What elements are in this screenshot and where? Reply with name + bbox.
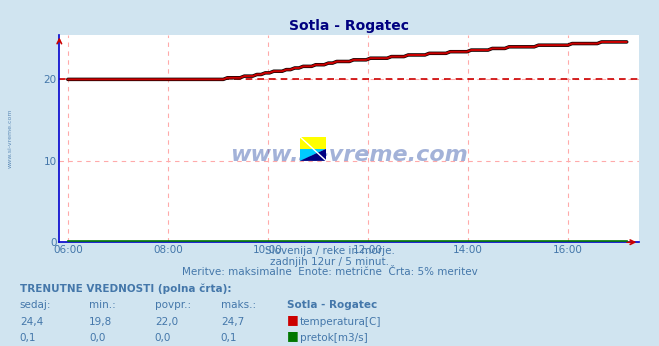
Text: 0,0: 0,0 bbox=[89, 333, 105, 343]
Text: sedaj:: sedaj: bbox=[20, 300, 51, 310]
Text: ■: ■ bbox=[287, 313, 299, 327]
Text: 24,4: 24,4 bbox=[20, 317, 43, 327]
Title: Sotla - Rogatec: Sotla - Rogatec bbox=[289, 19, 409, 34]
Text: ■: ■ bbox=[287, 329, 299, 342]
Text: 24,7: 24,7 bbox=[221, 317, 244, 327]
Text: TRENUTNE VREDNOSTI (polna črta):: TRENUTNE VREDNOSTI (polna črta): bbox=[20, 284, 231, 294]
Text: 0,0: 0,0 bbox=[155, 333, 171, 343]
Text: 0,1: 0,1 bbox=[20, 333, 36, 343]
Text: Slovenija / reke in morje.: Slovenija / reke in morje. bbox=[264, 246, 395, 256]
Text: 0,1: 0,1 bbox=[221, 333, 237, 343]
Text: pretok[m3/s]: pretok[m3/s] bbox=[300, 333, 368, 343]
Text: min.:: min.: bbox=[89, 300, 116, 310]
Text: Sotla - Rogatec: Sotla - Rogatec bbox=[287, 300, 377, 310]
Text: zadnjih 12ur / 5 minut.: zadnjih 12ur / 5 minut. bbox=[270, 257, 389, 267]
Text: maks.:: maks.: bbox=[221, 300, 256, 310]
Text: povpr.:: povpr.: bbox=[155, 300, 191, 310]
Text: 19,8: 19,8 bbox=[89, 317, 112, 327]
Polygon shape bbox=[300, 149, 326, 161]
Text: Meritve: maksimalne  Enote: metrične  Črta: 5% meritev: Meritve: maksimalne Enote: metrične Črta… bbox=[182, 267, 477, 277]
Polygon shape bbox=[300, 137, 326, 149]
Text: 22,0: 22,0 bbox=[155, 317, 178, 327]
Text: www.si-vreme.com: www.si-vreme.com bbox=[7, 109, 13, 168]
Text: www.si-vreme.com: www.si-vreme.com bbox=[231, 145, 468, 165]
Text: temperatura[C]: temperatura[C] bbox=[300, 317, 382, 327]
Polygon shape bbox=[300, 149, 326, 161]
